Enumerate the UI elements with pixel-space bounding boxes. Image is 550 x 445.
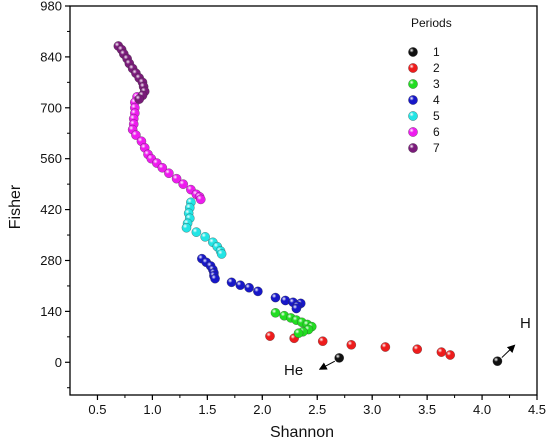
legend-marker — [408, 95, 418, 105]
data-point-period-2 — [436, 347, 447, 357]
legend-label: 2 — [433, 61, 440, 75]
data-point-period-6 — [196, 194, 206, 205]
annotation-label: He — [284, 362, 303, 379]
data-points-layer — [113, 41, 503, 366]
data-point-period-2 — [265, 331, 275, 341]
data-point-period-4 — [244, 283, 254, 293]
legend-label: 1 — [433, 45, 440, 59]
data-point-period-2 — [380, 342, 391, 352]
data-point-period-2 — [346, 340, 357, 350]
x-tick-label: 2.5 — [308, 402, 326, 417]
y-tick-label: 560 — [40, 151, 62, 166]
y-tick-label: 980 — [40, 0, 62, 14]
data-point-period-6 — [131, 130, 141, 140]
data-point-period-4 — [210, 273, 220, 284]
data-point-period-2 — [317, 336, 328, 346]
data-point-period-6 — [171, 173, 182, 184]
legend-marker — [408, 127, 418, 137]
x-axis-title: Shannon — [270, 424, 334, 441]
legend-marker — [408, 63, 418, 73]
data-point-period-2 — [412, 344, 422, 354]
x-tick-label: 1.0 — [143, 402, 161, 417]
data-point-period-5 — [200, 232, 210, 242]
data-point-period-5 — [191, 227, 202, 237]
data-point-period-7 — [134, 94, 144, 104]
y-axis-title: Fisher — [7, 184, 24, 229]
x-tick-label: 0.5 — [88, 402, 106, 417]
data-point-period-5 — [181, 223, 192, 233]
data-point-period-4 — [226, 277, 237, 288]
data-point-period-3 — [293, 328, 304, 338]
data-point-period-5 — [216, 249, 227, 259]
annotations-layer: He H — [284, 315, 531, 379]
legend-label: 4 — [433, 93, 440, 107]
x-tick-label: 3.0 — [363, 402, 381, 417]
data-point-period-4 — [253, 286, 263, 297]
y-tick-label: 140 — [40, 304, 62, 319]
annotation-label: H — [520, 315, 531, 332]
data-point-period-6 — [164, 168, 174, 178]
legend: Periods 1 2 3 4 5 6 7 — [408, 16, 452, 155]
legend-label: 7 — [433, 141, 440, 155]
legend-marker — [408, 143, 418, 153]
y-tick-label: 0 — [55, 355, 62, 370]
x-tick-label: 1.5 — [198, 402, 216, 417]
legend-marker — [408, 47, 418, 57]
data-point-period-6 — [157, 163, 168, 173]
axes-layer: 0.5 1.0 1.5 2.0 2.5 3.0 3.5 4.0 4.5 0 140 280 420 560… — [40, 0, 546, 417]
data-point-period-3 — [270, 308, 281, 318]
data-point-period-1 — [334, 353, 344, 363]
data-point-period-4 — [270, 292, 281, 303]
x-tick-label: 2.0 — [253, 402, 271, 417]
data-point-period-1 — [492, 356, 503, 366]
annotation-arrow — [501, 344, 516, 358]
legend-label: 6 — [433, 125, 440, 139]
data-point-period-2 — [445, 350, 455, 360]
y-tick-label: 840 — [40, 49, 62, 64]
legend-marker — [408, 111, 418, 121]
x-tick-label: 4.5 — [528, 402, 546, 417]
x-tick-label: 4.0 — [473, 402, 491, 417]
y-tick-label: 420 — [40, 202, 62, 217]
x-tick-label: 3.5 — [418, 402, 436, 417]
legend-label: 5 — [433, 109, 440, 123]
data-point-period-4 — [291, 303, 302, 314]
legend-marker — [408, 79, 418, 89]
plot-frame — [69, 5, 538, 396]
legend-label: 3 — [433, 77, 440, 91]
data-point-period-6 — [178, 179, 188, 189]
y-tick-label: 280 — [40, 253, 62, 268]
legend-title: Periods — [411, 16, 452, 30]
annotation-arrow — [318, 360, 336, 370]
data-point-period-4 — [235, 280, 246, 290]
y-tick-label: 700 — [40, 100, 62, 115]
